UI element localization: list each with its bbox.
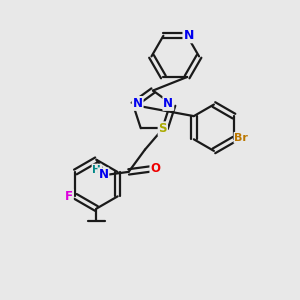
Text: H: H — [92, 164, 101, 175]
Text: N: N — [133, 97, 142, 110]
Text: F: F — [65, 190, 73, 203]
Text: N: N — [98, 168, 108, 182]
Text: O: O — [150, 162, 161, 176]
Text: Br: Br — [235, 133, 248, 143]
Text: S: S — [159, 122, 167, 135]
Text: N: N — [184, 29, 194, 42]
Text: N: N — [163, 97, 173, 110]
